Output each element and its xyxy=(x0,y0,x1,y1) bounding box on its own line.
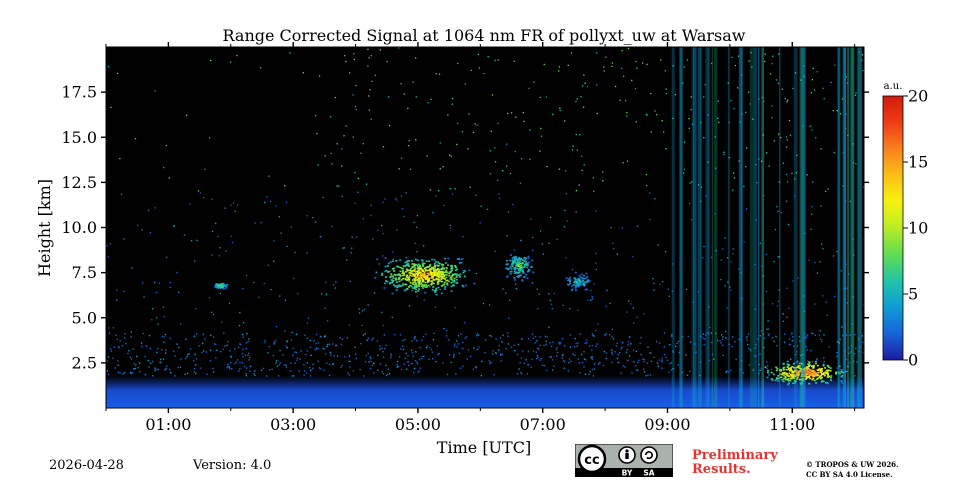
colorbar xyxy=(882,95,904,361)
version-label: Version: 4.0 xyxy=(193,458,272,473)
sa-share-icon xyxy=(640,446,658,464)
noise-speckles xyxy=(106,47,865,374)
feature-mid-level-cloud xyxy=(565,271,591,292)
copyright-line-2: CC BY SA 4.0 License. xyxy=(806,470,893,479)
plot-area xyxy=(106,47,864,408)
feature-precipitation-streaks xyxy=(671,47,862,408)
x-tick-label: 05:00 xyxy=(395,415,441,434)
badge-sa-label: SA xyxy=(643,469,654,478)
colorbar-tick-label: 5 xyxy=(908,285,918,304)
colorbar-tick-label: 15 xyxy=(908,153,928,172)
y-tick-label: 10.0 xyxy=(61,218,97,237)
y-axis: 2.5 5.0 7.5 10.0 12.5 15.0 17.5 xyxy=(61,83,869,372)
x-axis-label: Time [UTC] xyxy=(437,438,531,457)
colorbar-tick-label: 0 xyxy=(908,351,918,370)
y-tick-label: 5.0 xyxy=(72,308,97,327)
colorbar-tick-label: 10 xyxy=(908,219,928,238)
colorbar-axis: 0 5 10 15 20 xyxy=(903,87,928,370)
chart-title: Range Corrected Signal at 1064 nm FR of … xyxy=(223,26,746,45)
cc-icon xyxy=(577,444,607,474)
preliminary-line-2: Results. xyxy=(692,462,751,477)
y-axis-label: Height [km] xyxy=(35,179,54,277)
feature-boundary-layer xyxy=(106,332,865,408)
cc-by-sa-badge: cc BY SA xyxy=(575,444,673,477)
y-tick-label: 2.5 xyxy=(72,353,97,372)
date-label: 2026-04-28 xyxy=(49,458,124,473)
signal-heatmap xyxy=(106,47,865,408)
y-tick-label: 17.5 xyxy=(61,83,97,102)
y-tick-label: 7.5 xyxy=(72,263,97,282)
feature-mid-level-cloud xyxy=(374,256,476,296)
x-tick-label: 11:00 xyxy=(769,415,815,434)
copyright-notice: © TROPOS & UW 2026. CC BY SA 4.0 License… xyxy=(806,460,899,480)
copyright-line-1: © TROPOS & UW 2026. xyxy=(806,460,899,469)
x-tick-label: 09:00 xyxy=(644,415,690,434)
preliminary-line-1: Preliminary xyxy=(692,448,778,463)
x-tick-label: 03:00 xyxy=(270,415,316,434)
colorbar-label: a.u. xyxy=(884,81,903,92)
y-tick-label: 12.5 xyxy=(61,173,97,192)
colorbar-tick-label: 20 xyxy=(908,87,928,106)
feature-aerosol-puff xyxy=(214,282,228,290)
x-tick-label: 01:00 xyxy=(145,415,191,434)
feature-mid-level-cloud xyxy=(505,254,535,282)
y-tick-label: 15.0 xyxy=(61,128,97,147)
badge-by-label: BY xyxy=(622,469,633,478)
svg-text:cc: cc xyxy=(584,453,599,468)
preliminary-results-label: Preliminary Results. xyxy=(692,449,802,477)
x-axis: 01:00 03:00 05:00 07:00 09:00 11:00 xyxy=(105,42,856,434)
x-tick-label: 07:00 xyxy=(520,415,566,434)
